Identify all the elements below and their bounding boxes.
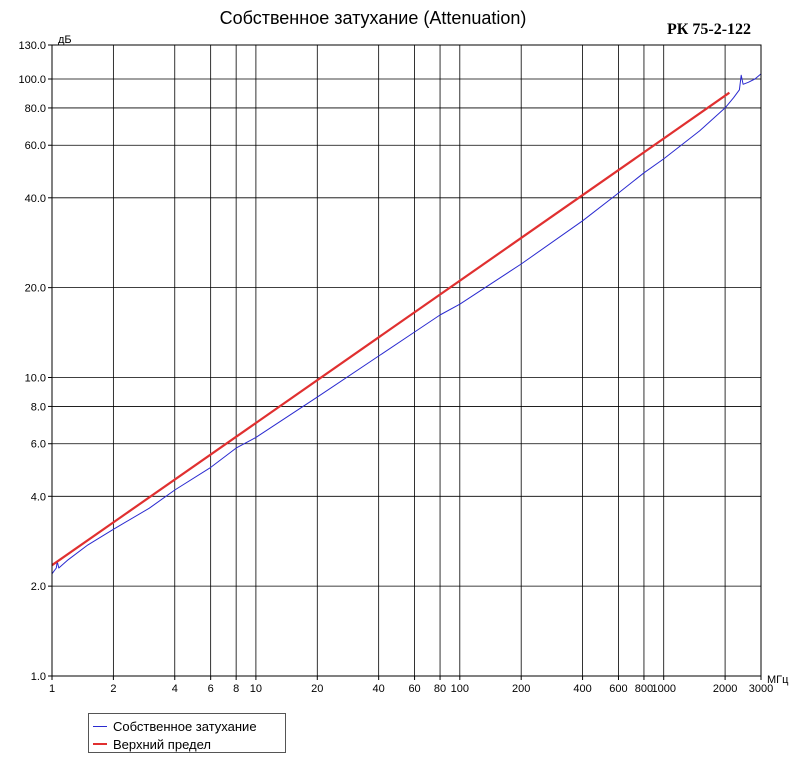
y-tick-label: 130.0 bbox=[18, 40, 46, 52]
series-line-attenuation bbox=[51, 73, 762, 575]
legend-item-upper-limit: Верхний предел bbox=[93, 735, 211, 753]
legend-label-upper-limit: Верхний предел bbox=[113, 736, 211, 752]
x-tick-label: 2000 bbox=[713, 683, 737, 695]
legend-swatch-attenuation bbox=[93, 725, 107, 727]
legend-item-attenuation: Собственное затухание bbox=[93, 717, 257, 735]
series-line-upper-limit bbox=[51, 91, 731, 567]
legend-label-attenuation: Собственное затухание bbox=[113, 718, 257, 734]
x-axis-unit: МГц bbox=[767, 674, 789, 686]
x-tick-label: 10 bbox=[250, 683, 262, 695]
chart-title: Собственное затухание (Attenuation) bbox=[220, 8, 527, 28]
y-tick-label: 4.0 bbox=[31, 491, 46, 503]
legend: Собственное затухание Верхний предел bbox=[88, 713, 286, 753]
series-lines bbox=[51, 73, 762, 575]
y-tick-label: 80.0 bbox=[25, 103, 46, 115]
x-tick-label: 600 bbox=[609, 683, 627, 695]
x-tick-label: 20 bbox=[311, 683, 323, 695]
x-tick-label: 3000 bbox=[749, 683, 773, 695]
y-tick-label: 100.0 bbox=[18, 74, 46, 86]
y-tick-label: 10.0 bbox=[25, 373, 46, 385]
x-tick-label: 100 bbox=[451, 683, 469, 695]
y-axis-unit: дБ bbox=[58, 34, 72, 46]
x-tick-label: 6 bbox=[208, 683, 214, 695]
y-tick-label: 1.0 bbox=[31, 671, 46, 683]
x-tick-label: 1 bbox=[49, 683, 55, 695]
x-tick-label: 60 bbox=[408, 683, 420, 695]
x-tick-label: 40 bbox=[373, 683, 385, 695]
y-tick-label: 2.0 bbox=[31, 581, 46, 593]
legend-swatch-upper-limit bbox=[93, 743, 107, 745]
plot-frame bbox=[51, 44, 762, 677]
cable-type-label: РК 75-2-122 bbox=[667, 21, 751, 38]
x-tick-label: 4 bbox=[172, 683, 178, 695]
y-tick-label: 60.0 bbox=[25, 140, 46, 152]
x-tick-label: 200 bbox=[512, 683, 530, 695]
x-tick-label: 2 bbox=[110, 683, 116, 695]
x-tick-label: 80 bbox=[434, 683, 446, 695]
y-tick-label: 8.0 bbox=[31, 401, 46, 413]
x-tick-label: 8 bbox=[233, 683, 239, 695]
x-tick-label: 1000 bbox=[651, 683, 675, 695]
y-tick-label: 40.0 bbox=[25, 193, 46, 205]
x-tick-label: 800 bbox=[635, 683, 653, 695]
y-tick-label: 6.0 bbox=[31, 439, 46, 451]
grid bbox=[52, 45, 761, 676]
x-tick-label: 400 bbox=[573, 683, 591, 695]
y-tick-label: 20.0 bbox=[25, 283, 46, 295]
